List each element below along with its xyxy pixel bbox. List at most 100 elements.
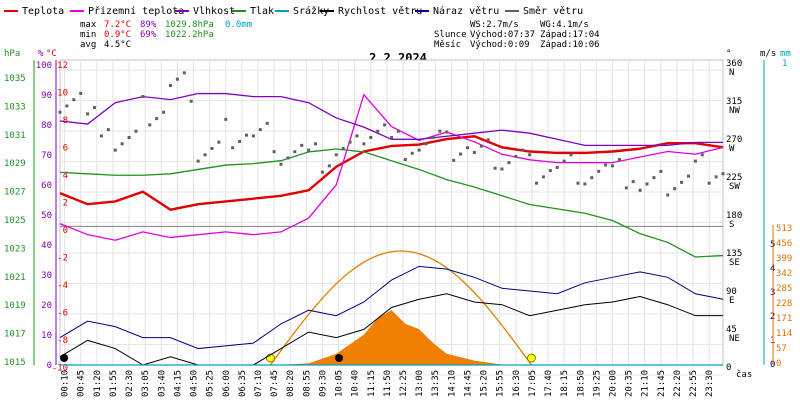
x-tick: 05:25 [206,370,216,397]
wind-direction-point [113,148,117,152]
hpa-tick: 1033 [4,102,26,112]
hpa-tick: 1019 [4,301,26,311]
wind-direction-point [134,129,138,133]
deg-label: ° [726,49,731,59]
wind-direction-point [631,180,635,184]
legend-label: Srážky [293,5,329,17]
wind-direction-point [459,152,463,156]
wind-direction-point [417,148,421,152]
mm-label: mm [780,49,791,59]
dir-tick: 135 [726,249,742,259]
hpa-tick: 1029 [4,159,26,169]
wind-direction-point [307,148,311,152]
wind-direction-point [693,159,697,163]
series-line [59,93,724,241]
dir-letter: W [729,144,735,154]
x-tick: 10:05 [335,370,345,397]
wind-direction-point [673,187,677,191]
wind-direction-point [659,169,663,173]
hpa-tick: 1017 [4,330,26,340]
wind-direction-point [403,158,407,162]
x-tick: 09:30 [318,370,328,397]
stat-min-label: min [80,30,96,40]
rad-tick: 0 [776,359,781,369]
stat-max-press: 1029.8hPa [165,20,214,30]
hpa-tick: 1027 [4,188,26,198]
hpa-tick: 1035 [4,74,26,84]
x-tick: 06:00 [222,370,232,397]
x-tick: 17:05 [528,370,538,397]
wind-direction-point [79,91,83,95]
x-tick: 06:35 [238,370,248,397]
x-tick: 15:55 [496,370,506,397]
series-line [59,265,724,350]
rad-tick: 171 [776,314,792,324]
stat-avg-temp: 4.5°C [104,40,131,50]
wind-direction-point [362,142,366,146]
wind-direction-point [514,154,518,158]
stat-max-hum: 89% [140,20,157,30]
wind-direction-point [528,153,532,157]
x-tick: 20:00 [609,370,619,397]
moon-rise: Východ:0:09 [470,40,530,50]
wind-direction-point [327,164,331,168]
wind-direction-point [341,147,345,151]
wind-direction-point [224,117,228,121]
rad-tick: 399 [776,254,792,264]
x-tick: 12:25 [399,370,409,397]
legend: Teplota Přízemní teplota Vlhkost Tlak Srážky… [4,5,583,17]
rad-tick: 342 [776,269,792,279]
x-tick: 04:15 [173,370,183,397]
sunset-marker [526,353,536,363]
wind-direction-point [424,142,428,146]
stat-min-press: 1022.2hPa [165,30,214,40]
wind-direction-point [700,153,704,157]
x-tick: 03:05 [141,370,151,397]
legend-label: Náraz větru [433,5,499,17]
wind-direction-point [258,128,262,132]
wind-direction-point [286,156,290,160]
wind-direction-point [548,169,552,173]
x-tick: 01:20 [93,370,103,397]
wind-direction-point [707,181,711,185]
hpa-tick: 1015 [4,358,26,368]
rad-tick: 114 [776,329,792,339]
wind-direction-point [376,129,380,133]
x-tick: 19:25 [592,370,602,397]
wind-direction-point [583,182,587,186]
dir-tick: 90 [726,287,737,297]
x-tick: 13:35 [431,370,441,397]
hpa-tick: 1023 [4,244,26,254]
temp-tick: -10 [52,364,68,374]
x-tick: 14:10 [447,370,457,397]
legend-label: Tlak [250,6,274,17]
wind-direction-point [445,130,449,134]
temp-tick: 4 [63,171,68,181]
wind-direction-point [493,166,497,170]
wind-direction-point [431,135,435,139]
hpa-tick: 1031 [4,131,26,141]
hpa-tick: 1021 [4,273,26,283]
wind-direction-point [231,146,235,150]
temp-tick: -2 [57,254,68,264]
rad-tick: 513 [776,224,792,234]
stat-min-temp: 0.9°C [104,30,131,40]
x-tick: 13:00 [415,370,425,397]
legend-label: Rychlost větru [338,5,422,17]
stat-max-temp: 7.2°C [104,20,131,30]
wind-direction-point [314,142,318,146]
wind-direction-point [452,158,456,162]
dir-tick: 45 [726,325,737,335]
wind-direction-point [562,159,566,163]
wind-direction-point [507,161,511,165]
x-tick: 07:45 [270,370,280,397]
wind-direction-point [611,164,614,168]
wind-ws: WS:2.7m/s [470,20,519,30]
moon-label: Měsíc [434,40,461,50]
wind-direction-point [500,167,504,171]
wind-direction-point [334,153,338,157]
x-tick: 11:15 [367,370,377,397]
dir-letter: SE [729,258,740,268]
wind-direction-point [624,186,628,190]
